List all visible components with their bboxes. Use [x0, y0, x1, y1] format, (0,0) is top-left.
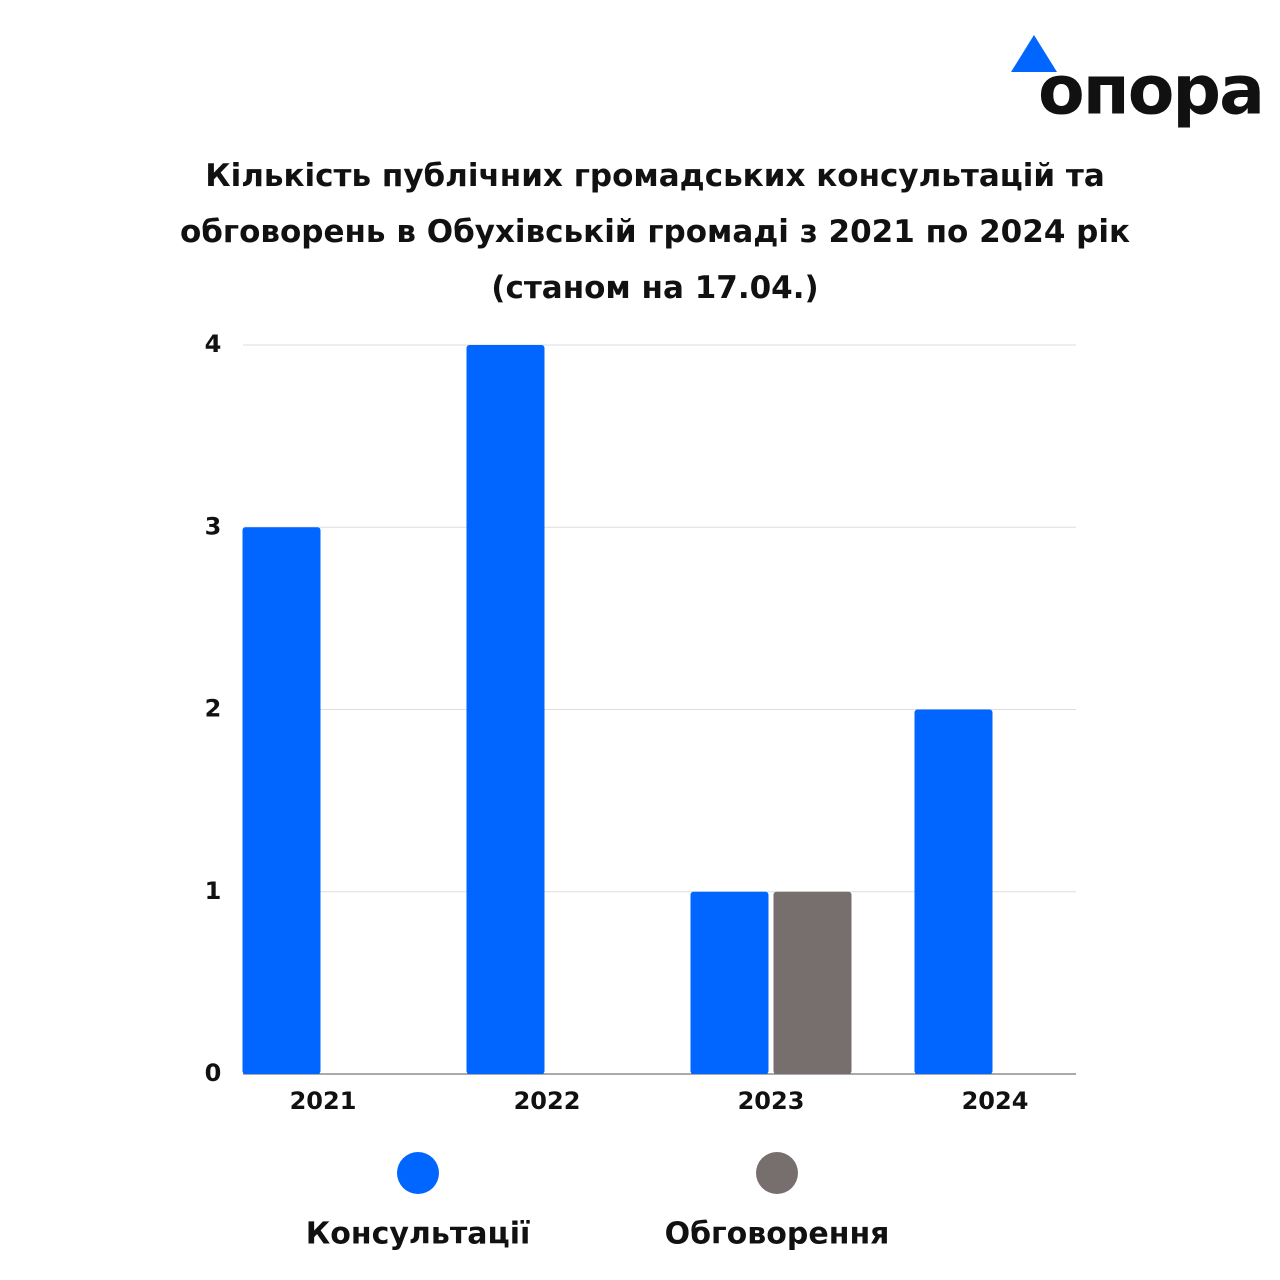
bar: [242, 527, 321, 1074]
bar: [690, 891, 769, 1074]
y-tick-label: 3: [205, 512, 222, 540]
legend-label: Консультації: [306, 1217, 531, 1252]
bar: [773, 891, 852, 1074]
x-tick-label: 2024: [962, 1087, 1029, 1115]
chart-title: Кількість публічних громадських консульт…: [179, 158, 1131, 306]
legend-swatch: [756, 1152, 798, 1194]
y-tick-label: 2: [205, 695, 222, 723]
x-tick-label: 2022: [514, 1087, 581, 1115]
y-tick-label: 4: [205, 330, 222, 358]
bar: [466, 345, 545, 1074]
logo-mark: [1011, 35, 1057, 72]
legend-swatch: [397, 1152, 439, 1194]
y-tick-label: 0: [205, 1059, 222, 1087]
bar: [914, 709, 993, 1074]
x-tick-label: 2021: [290, 1087, 357, 1115]
logo: опора: [1038, 52, 1263, 131]
legend-label: Обговорення: [665, 1217, 890, 1252]
x-tick-label: 2023: [738, 1087, 805, 1115]
y-tick-label: 1: [205, 877, 222, 905]
